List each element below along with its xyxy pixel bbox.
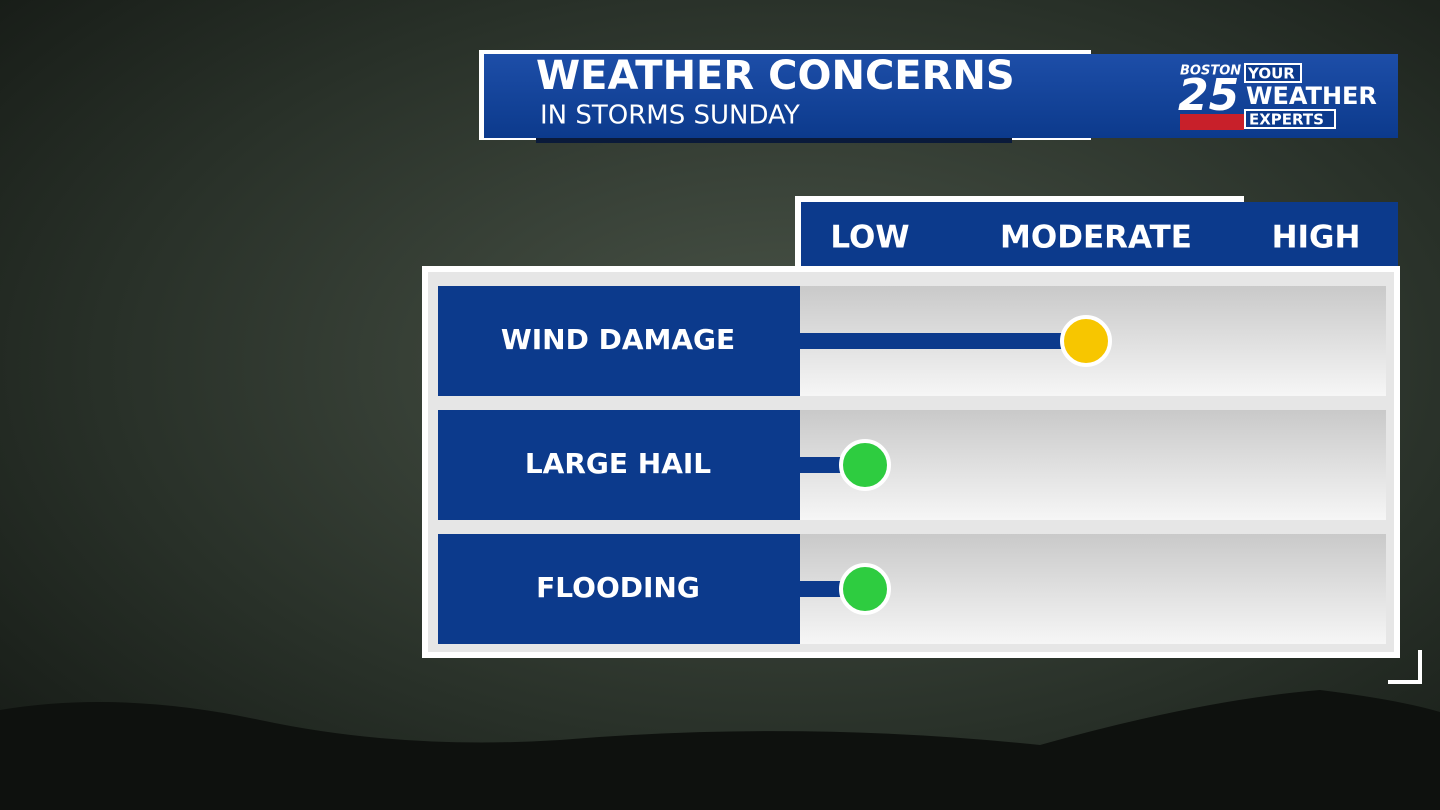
row-label: LARGE HAIL bbox=[525, 447, 711, 480]
logo-city: BOSTON bbox=[1180, 64, 1241, 79]
logo-line3: EXPERTS bbox=[1249, 111, 1324, 129]
level-bar bbox=[800, 333, 1086, 349]
header-tab bbox=[801, 202, 1398, 270]
level-label: HIGH bbox=[1272, 220, 1361, 256]
row-label-box bbox=[438, 286, 800, 396]
row-label: FLOODING bbox=[536, 571, 700, 604]
row-label-box bbox=[438, 534, 800, 644]
title: WEATHER CONCERNS bbox=[536, 53, 1015, 99]
level-label: MODERATE bbox=[1000, 220, 1192, 256]
logo-line2: WEATHER bbox=[1246, 82, 1377, 110]
level-dot bbox=[839, 439, 891, 491]
subtitle: IN STORMS SUNDAY bbox=[540, 101, 800, 131]
row-label: WIND DAMAGE bbox=[501, 323, 735, 356]
row-track bbox=[800, 410, 1386, 520]
hills bbox=[0, 690, 1440, 810]
logo-red bbox=[1180, 114, 1244, 130]
row-label-box bbox=[438, 410, 800, 520]
row-track bbox=[800, 534, 1386, 644]
level-dot bbox=[839, 563, 891, 615]
corner-mark bbox=[1388, 650, 1422, 684]
logo-channel: 25 bbox=[1178, 70, 1239, 121]
level-label: LOW bbox=[830, 220, 909, 256]
logo-line1: YOUR bbox=[1247, 65, 1295, 83]
level-dot bbox=[1060, 315, 1112, 367]
logo-box bbox=[1244, 109, 1336, 129]
logo-box bbox=[1244, 63, 1302, 83]
title-underline bbox=[536, 138, 1012, 143]
